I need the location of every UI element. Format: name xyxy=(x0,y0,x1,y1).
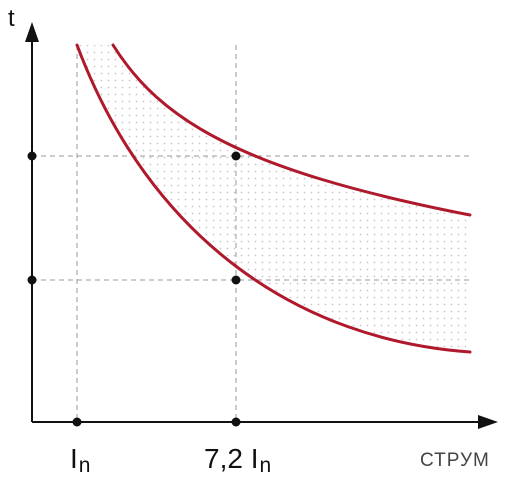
intersection-upper xyxy=(231,151,241,161)
intersection-lower xyxy=(231,275,241,285)
y-axis-label: t xyxy=(8,5,15,32)
x-axis-label: СТРУМ xyxy=(420,450,490,471)
tick-label-in-main: I xyxy=(70,443,78,474)
tolerance-band xyxy=(77,45,470,352)
upper-tripping-curve xyxy=(111,43,472,217)
tick-label-7-2-main: 7,2 I xyxy=(204,443,258,474)
tick-label-7-2-sub: n xyxy=(259,454,271,477)
tick-label-in: In xyxy=(70,443,90,477)
y-axis-arrow xyxy=(25,22,39,42)
y-marker-lower xyxy=(27,275,37,285)
tick-label-in-sub: n xyxy=(79,454,91,477)
tick-label-7-2-in: 7,2 In xyxy=(204,443,271,477)
x-axis-arrow xyxy=(478,415,498,429)
y-marker-upper xyxy=(27,151,37,161)
x-marker-7-2-in xyxy=(231,417,241,427)
lower-tripping-curve xyxy=(75,43,472,354)
x-marker-in xyxy=(72,417,82,427)
